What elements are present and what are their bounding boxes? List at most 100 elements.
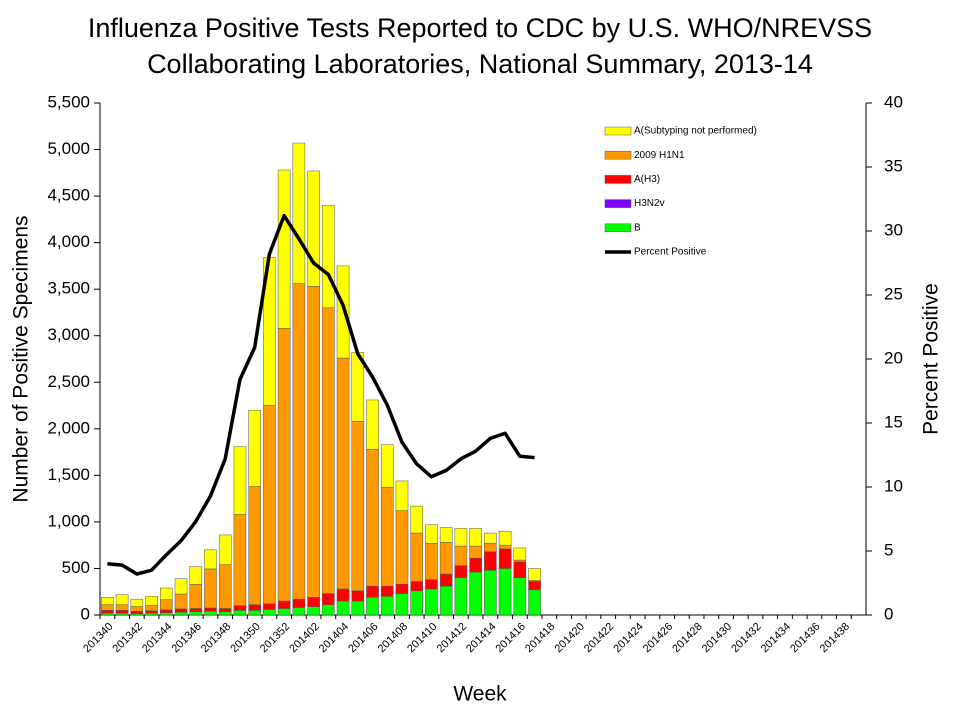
y-tick-label: 5,000: [47, 139, 90, 158]
bar-segment: [248, 604, 261, 611]
legend-swatch: [604, 150, 632, 160]
y2-tick-label: 20: [884, 348, 903, 367]
bar-segment: [101, 597, 114, 606]
bar-segment: [439, 527, 453, 543]
bar-segment: [484, 532, 497, 544]
y-tick-label: 2,000: [47, 418, 90, 437]
bar-segment: [233, 605, 247, 611]
bar-segment: [145, 604, 158, 612]
bar-segment: [484, 551, 497, 571]
y2-tick-label: 35: [884, 156, 903, 175]
y2-tick-label: 15: [884, 412, 903, 431]
bar-segment: [351, 600, 365, 616]
y2-tick-label: 30: [884, 220, 903, 239]
bar-segment: [513, 577, 527, 616]
legend-swatch: [604, 126, 632, 136]
bar-segment: [101, 612, 114, 616]
bar-segment: [498, 544, 512, 550]
bar-segment: [233, 514, 247, 606]
legend-label: 2009 H1N1: [634, 150, 685, 161]
bar-segment: [498, 548, 512, 569]
bar-segment: [130, 611, 144, 614]
bar-segment: [380, 444, 394, 488]
bar-segment: [513, 547, 527, 561]
bar-segment: [469, 528, 482, 547]
bar-segment: [159, 599, 173, 611]
bar-segment: [248, 610, 261, 616]
bar-segment: [351, 590, 365, 602]
bar-segment: [469, 571, 482, 616]
y2-tick-label: 10: [884, 476, 903, 495]
bar-segment: [115, 610, 129, 614]
bar-segment: [439, 542, 453, 575]
bar-segment: [366, 585, 379, 598]
bar-segment: [189, 584, 203, 609]
y2-tick-label: 5: [884, 540, 893, 559]
bar-segment: [498, 530, 512, 546]
y2-tick-label: 25: [884, 284, 903, 303]
y-tick-label: 3,000: [47, 325, 90, 344]
bar-segment: [174, 578, 188, 595]
bar-segment: [454, 577, 468, 616]
y2-tick-label: 40: [884, 92, 903, 111]
bar-segment: [439, 585, 453, 616]
bar-segment: [380, 585, 394, 597]
bar-segment: [174, 608, 188, 613]
bar-segment: [307, 606, 320, 616]
bar-segment: [484, 570, 497, 616]
y-axis-label: Number of Positive Specimens: [10, 215, 33, 502]
bar-segment: [425, 579, 438, 590]
bar-segment: [248, 486, 261, 606]
bar-segment: [336, 265, 350, 359]
bar-segment: [218, 534, 232, 565]
bar-segment: [410, 590, 424, 616]
bar-segment: [307, 597, 320, 607]
bar-segment: [425, 524, 438, 544]
bar-segment: [528, 568, 541, 581]
bar-segment: [513, 559, 527, 563]
y-tick-label: 0: [81, 604, 90, 623]
bar-segment: [263, 405, 276, 605]
bar-segment: [469, 545, 482, 559]
line-series: [107, 213, 535, 576]
bar-segment: [115, 594, 129, 606]
y-tick-label: 4,000: [47, 232, 90, 251]
bar-segment: [395, 480, 409, 511]
bar-segment: [204, 568, 217, 609]
y-tick-label: 500: [62, 558, 90, 577]
y-tick-label: 4,500: [47, 186, 90, 205]
chart-title: Influenza Positive Tests Reported to CDC…: [88, 13, 872, 43]
bar-segment: [292, 142, 306, 284]
bar-segment: [277, 169, 291, 329]
bar-segment: [218, 611, 232, 616]
bar-segment: [101, 604, 114, 611]
legend-label: H3N2v: [634, 198, 665, 209]
bar-segment: [322, 604, 335, 616]
bar-segment: [513, 561, 527, 579]
bar-segment: [336, 357, 350, 590]
legend-swatch: [604, 199, 632, 208]
bar-segment: [130, 606, 144, 612]
bar-segment: [336, 588, 350, 602]
bar-segment: [498, 568, 512, 616]
bar-segment: [454, 545, 468, 566]
legend-label: A(Subtyping not performed): [634, 126, 757, 137]
bar-segment: [380, 487, 394, 587]
bar-segment: [336, 600, 350, 616]
bar-segment: [277, 328, 291, 602]
bar-segment: [292, 598, 306, 608]
bar-segment: [425, 543, 438, 580]
y2-tick-label: 0: [884, 604, 893, 623]
bar-segment: [159, 612, 173, 616]
x-axis-label: Week: [453, 683, 507, 706]
bar-segment: [204, 549, 217, 570]
bar-segment: [263, 603, 276, 610]
bar-segment: [145, 612, 158, 616]
bar-segment: [528, 581, 541, 591]
bar-segment: [395, 510, 409, 585]
bar-segment: [233, 610, 247, 616]
y-tick-label: 1,000: [47, 511, 90, 530]
bar-segment: [528, 589, 541, 616]
bar-segment: [174, 611, 188, 616]
bar-segment: [292, 607, 306, 616]
